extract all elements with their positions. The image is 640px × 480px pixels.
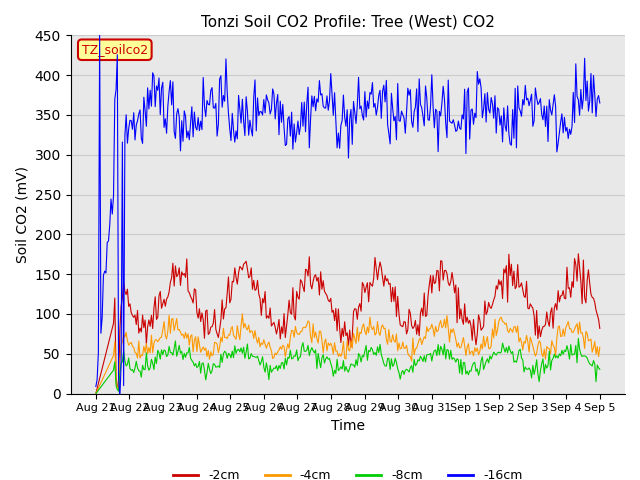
Y-axis label: Soil CO2 (mV): Soil CO2 (mV) — [15, 166, 29, 263]
Title: Tonzi Soil CO2 Profile: Tree (West) CO2: Tonzi Soil CO2 Profile: Tree (West) CO2 — [201, 15, 495, 30]
Legend: -2cm, -4cm, -8cm, -16cm: -2cm, -4cm, -8cm, -16cm — [168, 464, 527, 480]
X-axis label: Time: Time — [331, 419, 365, 433]
Text: TZ_soilco2: TZ_soilco2 — [82, 43, 148, 56]
